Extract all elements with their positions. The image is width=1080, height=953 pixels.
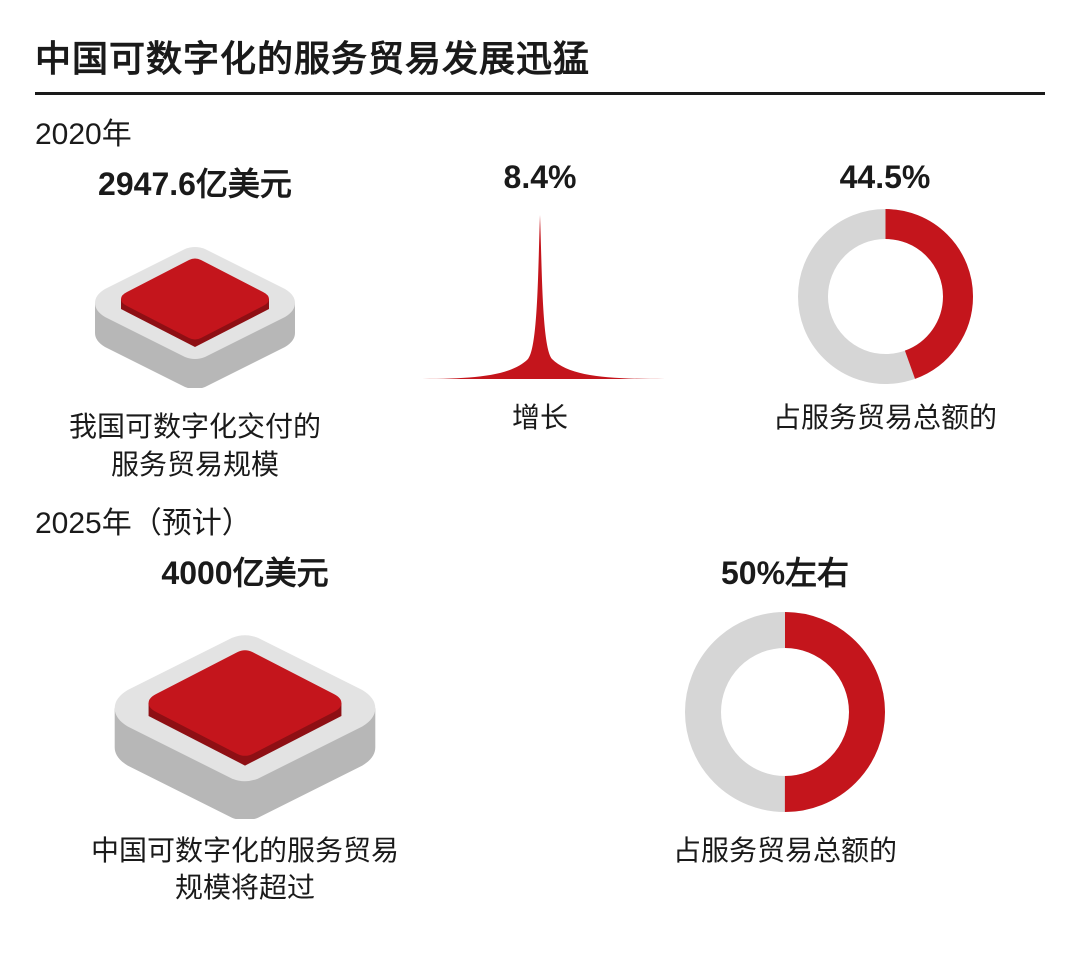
infographic-title: 中国可数字化的服务贸易发展迅猛 <box>35 30 1045 95</box>
row-2025: 4000亿美元 中国可数字化的服务贸易规模将超过 50%左右 占服务贸易总额的 <box>35 548 1045 908</box>
caption-2020-growth: 增长 <box>512 399 568 437</box>
value-2025-share: 50%左右 <box>721 548 849 594</box>
value-2025-scale: 4000亿美元 <box>161 548 328 594</box>
year-label-2025: 2025年（预计） <box>35 498 1045 542</box>
tile-icon-large <box>100 602 390 822</box>
spike-curve-icon <box>410 209 670 384</box>
donut-2025 <box>685 602 885 822</box>
year-label-2020: 2020年 <box>35 109 1045 153</box>
cell-2025-scale: 4000亿美元 中国可数字化的服务贸易规模将超过 <box>65 548 425 908</box>
donut-2020 <box>798 204 973 389</box>
cell-2020-growth: 8.4% 增长 <box>380 159 700 437</box>
caption-2020-scale: 我国可数字化交付的服务贸易规模 <box>69 408 321 484</box>
cell-2020-scale: 2947.6亿美元 我国可数字化交付的服务贸易规模 <box>35 159 355 484</box>
spike-icon <box>410 204 670 389</box>
value-2020-growth: 8.4% <box>504 159 577 196</box>
caption-2025-scale: 中国可数字化的服务贸易规模将超过 <box>91 832 399 908</box>
donut-icon <box>798 209 973 384</box>
value-2020-scale: 2947.6亿美元 <box>98 159 292 205</box>
isometric-tile-icon <box>85 223 305 388</box>
cell-2025-share: 50%左右 占服务贸易总额的 <box>605 548 965 870</box>
donut-icon <box>685 612 885 812</box>
value-2020-share: 44.5% <box>840 159 931 196</box>
tile-icon <box>85 213 305 398</box>
caption-2025-share: 占服务贸易总额的 <box>673 832 897 870</box>
cell-2020-share: 44.5% 占服务贸易总额的 <box>725 159 1045 437</box>
isometric-tile-icon <box>100 604 390 819</box>
caption-2020-share: 占服务贸易总额的 <box>773 399 997 437</box>
row-2020: 2947.6亿美元 我国可数字化交付的服务贸易规模 8.4% 增长 44.5% <box>35 159 1045 484</box>
